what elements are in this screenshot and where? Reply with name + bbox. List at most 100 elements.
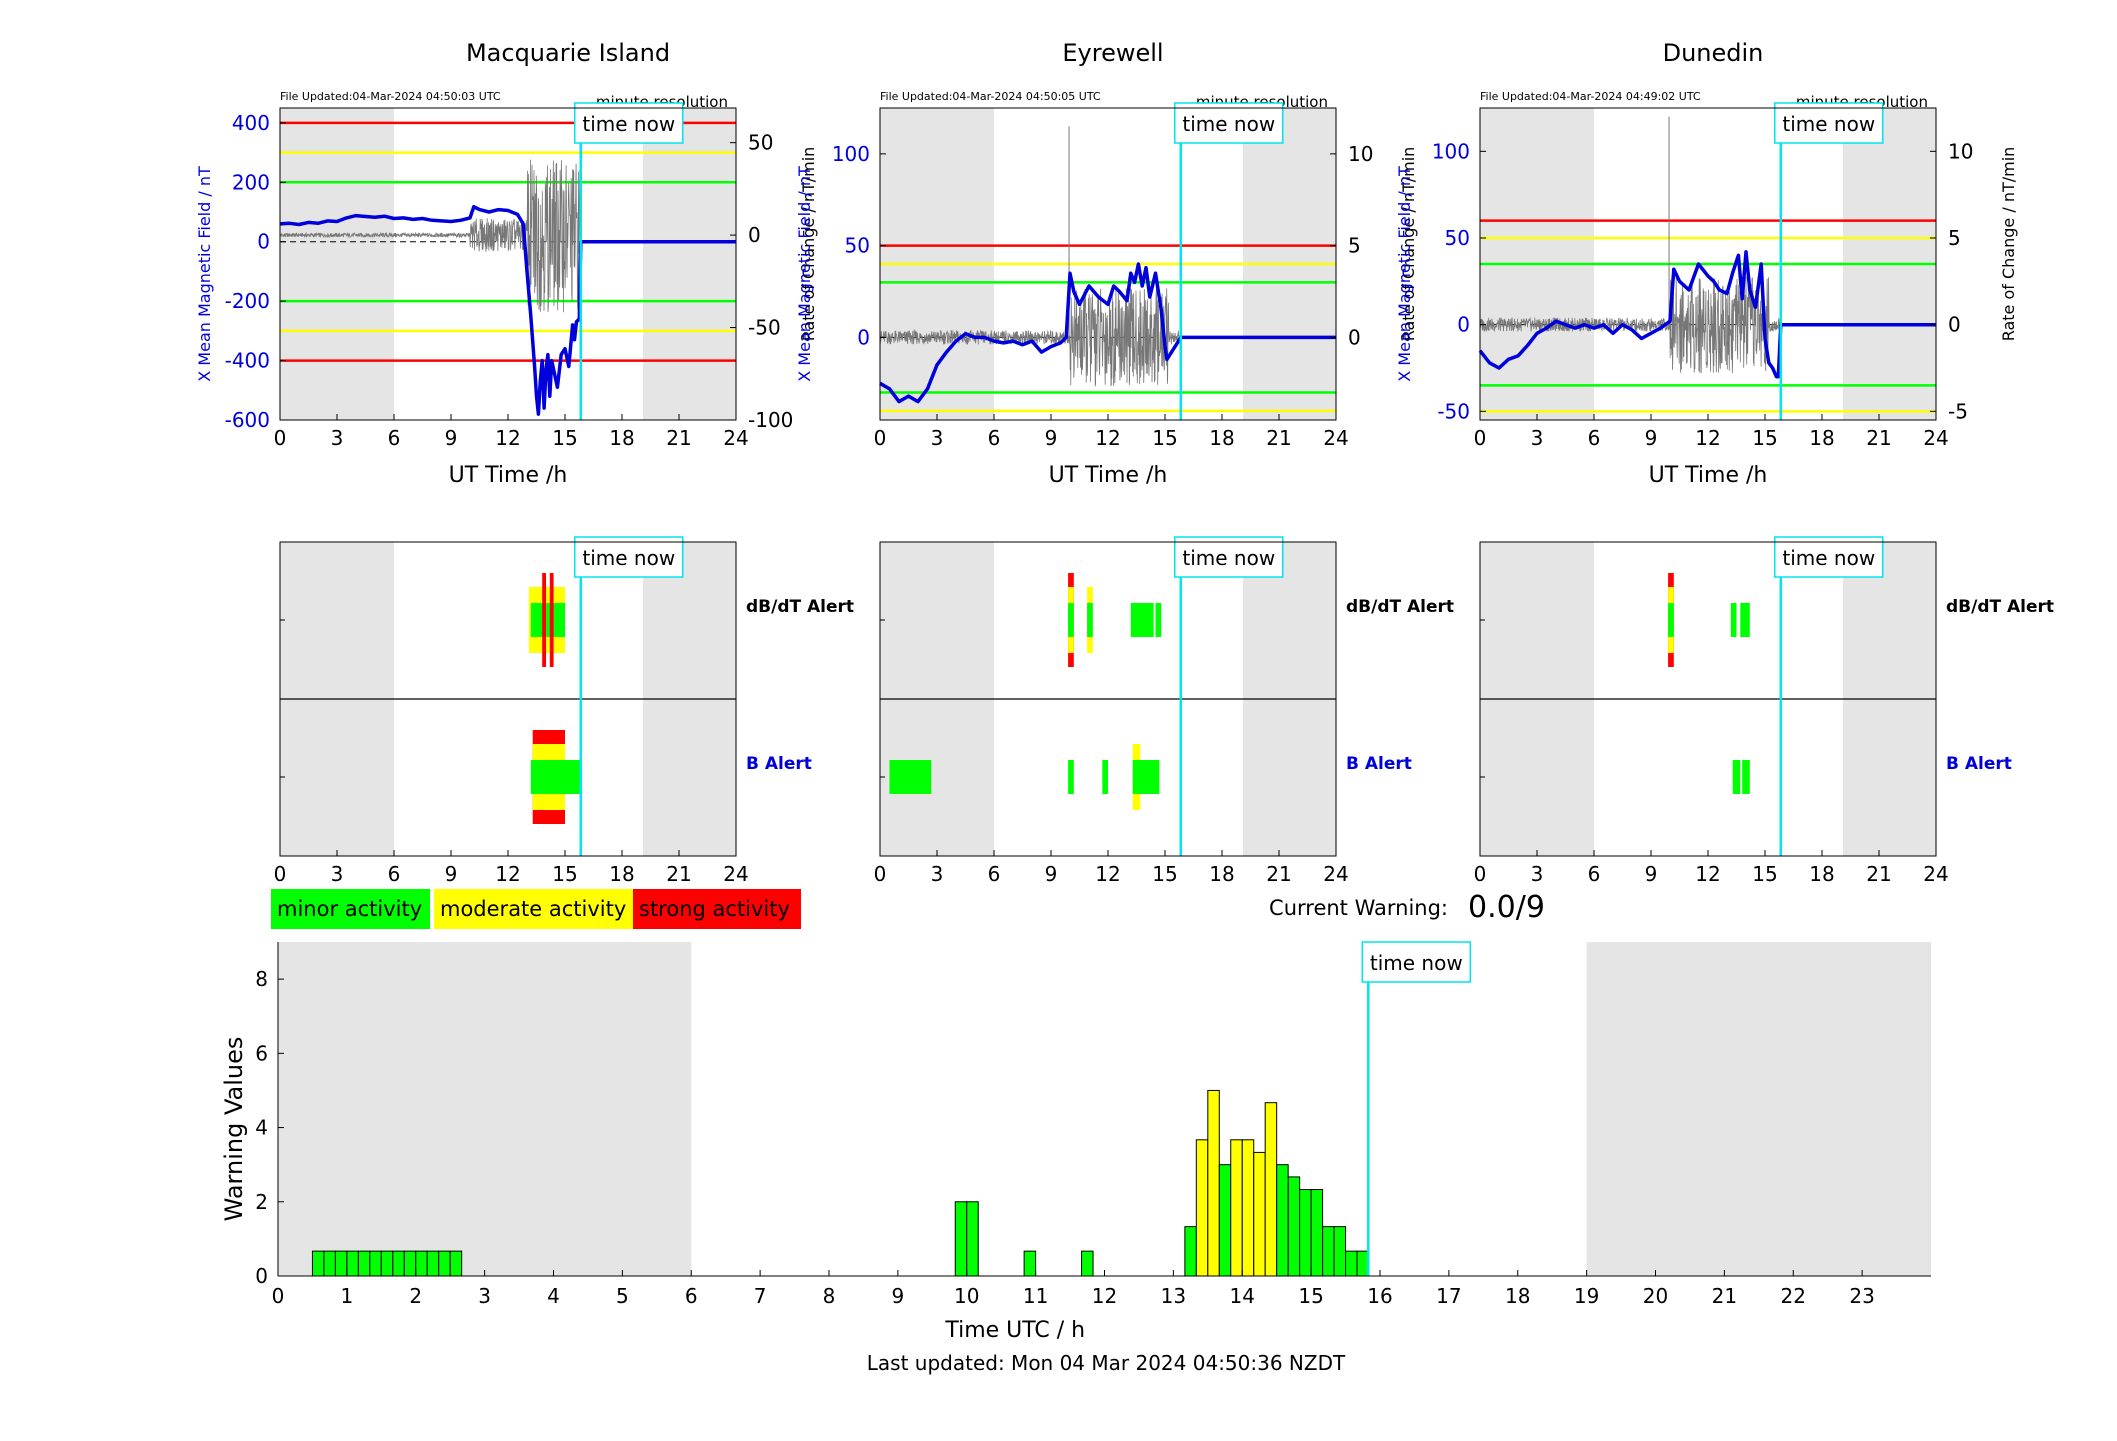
left-y-axis-label: X Mean Magnetic Field / nT bbox=[1395, 166, 1414, 382]
x-tick-label: 6 bbox=[388, 426, 401, 450]
x-tick-label: 12 bbox=[1095, 426, 1120, 450]
x-tick-label: 12 bbox=[1695, 862, 1720, 886]
y-tick-label: 4 bbox=[255, 1116, 268, 1140]
time-now-label: time now bbox=[582, 112, 675, 136]
file-updated-text: File Updated:04-Mar-2024 04:49:02 UTC bbox=[1480, 90, 1701, 103]
x-tick-label: 3 bbox=[1531, 862, 1544, 886]
file-updated-text: File Updated:04-Mar-2024 04:50:03 UTC bbox=[280, 90, 501, 103]
x-tick-label: 15 bbox=[1298, 1284, 1323, 1308]
warning-bar bbox=[1333, 1226, 1347, 1277]
db-alert-bar-minor bbox=[1740, 603, 1750, 637]
legend-moderate-activity-swatch bbox=[434, 889, 633, 929]
warning-bar bbox=[1299, 1189, 1312, 1277]
x-tick-label: 16 bbox=[1367, 1284, 1392, 1308]
night-shading bbox=[642, 108, 736, 420]
b-alert-bar-minor bbox=[889, 760, 932, 794]
warning-bar bbox=[1023, 1250, 1037, 1277]
x-tick-label: 21 bbox=[666, 862, 691, 886]
x-tick-label: 3 bbox=[331, 426, 344, 450]
left-y-axis-label: X Mean Magnetic Field / nT bbox=[195, 166, 214, 382]
warning-bar bbox=[966, 1201, 979, 1277]
y2-tick-label: 10 bbox=[1948, 139, 1973, 163]
x-tick-label: 24 bbox=[1923, 862, 1948, 886]
y2-tick-label: 0 bbox=[1948, 313, 1961, 337]
rate-of-change-trace bbox=[1479, 276, 1782, 374]
left-y-axis-label: X Mean Magnetic Field / nT bbox=[795, 166, 814, 382]
x-tick-label: 24 bbox=[723, 426, 748, 450]
warning-bar bbox=[369, 1250, 382, 1277]
y-tick-label: 0 bbox=[257, 230, 270, 254]
magnetic-field-line bbox=[279, 204, 736, 416]
x-tick-label: 24 bbox=[1323, 862, 1348, 886]
station-title: Macquarie Island bbox=[466, 39, 670, 67]
db-alert-bar-minor bbox=[1130, 603, 1154, 637]
x-tick-label: 0 bbox=[272, 1284, 285, 1308]
y2-tick-label: 5 bbox=[1348, 234, 1361, 258]
y-tick-label: -50 bbox=[1437, 399, 1470, 423]
x-tick-label: 12 bbox=[1695, 426, 1720, 450]
x-tick-label: 15 bbox=[552, 426, 577, 450]
b-alert-bar-minor bbox=[1132, 760, 1160, 794]
x-tick-label: 24 bbox=[723, 862, 748, 886]
y-tick-label: 6 bbox=[255, 1041, 268, 1065]
station-title: Eyrewell bbox=[1062, 39, 1163, 67]
x-tick-label: 0 bbox=[1474, 862, 1487, 886]
time-now-box bbox=[1174, 102, 1284, 144]
current-warning-label: Current Warning: bbox=[1269, 896, 1448, 920]
x-tick-label: 0 bbox=[274, 862, 287, 886]
x-tick-label: 15 bbox=[1152, 426, 1177, 450]
y-tick-label: 8 bbox=[255, 967, 268, 991]
y-tick-label: -400 bbox=[225, 349, 270, 373]
x-tick-label: 4 bbox=[547, 1284, 560, 1308]
x-tick-label: 9 bbox=[1645, 862, 1658, 886]
x-tick-label: 24 bbox=[1323, 426, 1348, 450]
night-shading bbox=[278, 942, 692, 1276]
warning-bar bbox=[415, 1250, 428, 1277]
warning-x-axis-label: Time UTC / h bbox=[944, 1318, 1085, 1343]
db-alert-bar-minor bbox=[1155, 603, 1162, 637]
rate-of-change-trace bbox=[279, 159, 582, 313]
x-tick-label: 3 bbox=[931, 426, 944, 450]
db-alert-label: dB/dT Alert bbox=[746, 597, 854, 617]
warning-bar bbox=[357, 1250, 371, 1277]
b-alert-bar-minor bbox=[1102, 760, 1108, 794]
warning-bar bbox=[1253, 1151, 1266, 1277]
y-tick-label: 100 bbox=[1432, 139, 1470, 163]
x-tick-label: 21 bbox=[666, 426, 691, 450]
legend-minor-activity-swatch bbox=[271, 889, 430, 929]
right-y-axis-label: Rate of Change / nT/min bbox=[1999, 147, 2018, 342]
y-tick-label: 0 bbox=[857, 325, 870, 349]
x-tick-label: 21 bbox=[1866, 426, 1891, 450]
x-tick-label: 6 bbox=[988, 426, 1001, 450]
station-panel-2: Dunedin File Updated:04-Mar-2024 04:49:02… bbox=[1395, 39, 2018, 488]
warning-bar bbox=[334, 1250, 348, 1277]
legend-strong-activity-swatch bbox=[633, 889, 801, 929]
last-updated-text: Last updated: Mon 04 Mar 2024 04:50:36 N… bbox=[867, 1351, 1346, 1375]
file-updated-text: File Updated:04-Mar-2024 04:50:05 UTC bbox=[880, 90, 1101, 103]
x-tick-label: 21 bbox=[1866, 862, 1891, 886]
warning-bar bbox=[346, 1250, 359, 1277]
time-now-label: time now bbox=[1782, 112, 1875, 136]
station-title: Dunedin bbox=[1663, 39, 1764, 67]
warning-bar bbox=[1241, 1139, 1255, 1277]
b-alert-bar-minor bbox=[1732, 760, 1741, 794]
y-tick-label: 50 bbox=[1445, 226, 1470, 250]
x-tick-label: 18 bbox=[1505, 1284, 1530, 1308]
x-tick-label: 23 bbox=[1849, 1284, 1874, 1308]
x-tick-label: 0 bbox=[274, 426, 287, 450]
x-tick-label: 15 bbox=[552, 862, 577, 886]
y2-tick-label: -100 bbox=[748, 408, 793, 432]
x-tick-label: 18 bbox=[609, 862, 634, 886]
x-tick-label: 14 bbox=[1230, 1284, 1255, 1308]
warning-bar bbox=[1356, 1250, 1370, 1277]
warning-bar bbox=[1287, 1176, 1301, 1277]
x-tick-label: 7 bbox=[754, 1284, 767, 1308]
db-alert-bar-strong bbox=[549, 573, 554, 667]
x-tick-label: 2 bbox=[409, 1284, 422, 1308]
warning-bar bbox=[449, 1250, 463, 1277]
db-alert-bar-minor bbox=[530, 603, 565, 637]
x-tick-label: 6 bbox=[1588, 862, 1601, 886]
x-tick-label: 18 bbox=[1809, 426, 1834, 450]
x-tick-label: 5 bbox=[616, 1284, 629, 1308]
y-tick-label: 100 bbox=[832, 142, 870, 166]
